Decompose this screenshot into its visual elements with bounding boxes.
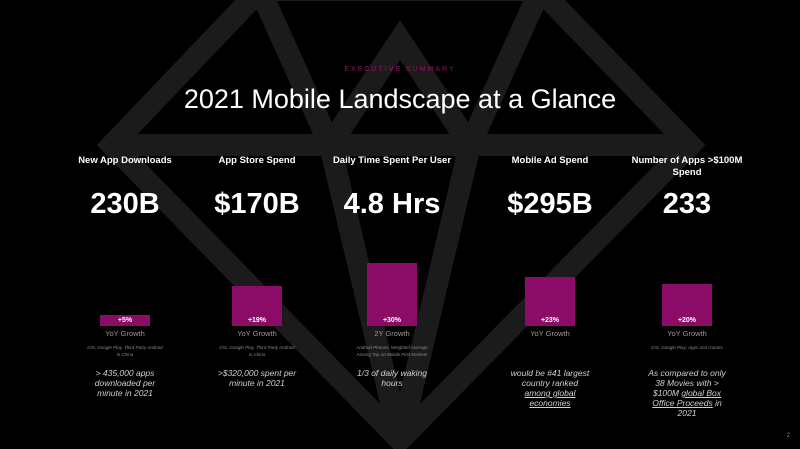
note-link[interactable]: global Box Office Proceeds [652, 388, 722, 408]
note-text: 1/3 of daily waking hours [357, 368, 427, 388]
note-text: would be #41 largest country ranked [510, 368, 590, 388]
growth-label: 2Y Growth [374, 329, 410, 338]
comparison-note: would be #41 largest country ranked amon… [510, 368, 590, 408]
metric-value: $170B [214, 188, 300, 220]
page-number: 2 [786, 433, 790, 439]
note-link[interactable]: among global economies [524, 388, 576, 408]
growth-label: YoY Growth [237, 329, 277, 338]
growth-value: +20% [677, 317, 697, 324]
source-note: iOS, Google Play; Apps and Games [651, 345, 723, 350]
comparison-note: >$320,000 spent per minute in 2021 [217, 368, 297, 388]
metric-value: 233 [662, 188, 712, 220]
growth-bar: +19% [232, 286, 282, 326]
growth-bar: +20% [662, 284, 712, 326]
growth-value: +23% [540, 317, 560, 324]
note-text: >$320,000 spent per minute in 2021 [217, 368, 297, 388]
growth-value: +19% [247, 317, 267, 324]
metric-column: Number of Apps >$100M Spend 233 +20% YoY Gr… [622, 155, 752, 418]
growth-value: +5% [117, 317, 133, 324]
source-note [511, 344, 589, 368]
metric-header: Mobile Ad Spend [511, 155, 589, 166]
metric-column: App Store Spend $170B +19% YoY Growth iOS, G… [192, 155, 322, 388]
growth-label: YoY Growth [105, 329, 145, 338]
metric-column: Mobile Ad Spend $295B +23% YoY Growth would … [485, 155, 615, 408]
growth-bar: +30% [367, 263, 417, 326]
source-note: iOS, Google Play, Third Party Android in… [219, 345, 295, 357]
metric-header: Daily Time Spent Per User [332, 155, 452, 166]
source-note: Android Phones; Weighted Average Among T… [356, 345, 428, 357]
metric-value: 230B [90, 188, 160, 220]
growth-value: +30% [382, 317, 402, 324]
metric-column: Daily Time Spent Per User 4.8 Hrs +30% 2Y G… [327, 155, 457, 388]
note-tail: in 2021 [677, 398, 722, 418]
metric-header: New App Downloads [78, 155, 172, 166]
metric-header: Number of Apps >$100M Spend [631, 155, 743, 178]
growth-bar: +5% [100, 315, 150, 326]
comparison-note: 1/3 of daily waking hours [352, 368, 432, 388]
metric-header: App Store Spend [218, 155, 296, 166]
metric-value: 4.8 Hrs [343, 188, 441, 220]
page-title: 2021 Mobile Landscape at a Glance [183, 84, 617, 114]
note-text: As compared to only 38 Movies with > $10… [648, 368, 726, 398]
eyebrow: EXECUTIVE SUMMARY [344, 66, 456, 73]
note-text: > 435,000 apps downloaded per minute in … [94, 368, 156, 398]
comparison-note: > 435,000 apps downloaded per minute in … [85, 368, 165, 398]
comparison-note: As compared to only 38 Movies with > $10… [647, 368, 727, 418]
source-note: iOS, Google Play, Third Party Android in… [87, 345, 163, 357]
growth-bar: +23% [525, 277, 575, 326]
growth-label: YoY Growth [530, 329, 570, 338]
growth-label: YoY Growth [667, 329, 707, 338]
metric-value: $295B [507, 188, 593, 220]
metric-column: New App Downloads 230B +5% YoY Growth iOS, G… [60, 155, 190, 398]
